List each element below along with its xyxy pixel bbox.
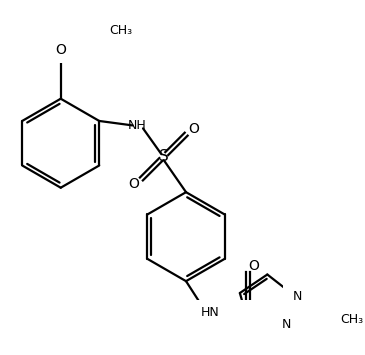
Text: N: N [282,318,291,331]
Text: O: O [248,258,259,273]
Text: S: S [159,149,169,164]
Text: NH: NH [128,119,146,132]
Text: CH₃: CH₃ [340,313,364,326]
Text: O: O [55,43,66,57]
Text: O: O [188,122,199,136]
Text: N: N [293,290,303,303]
Text: CH₃: CH₃ [110,24,133,37]
Text: O: O [128,177,139,191]
Text: HN: HN [201,306,220,319]
